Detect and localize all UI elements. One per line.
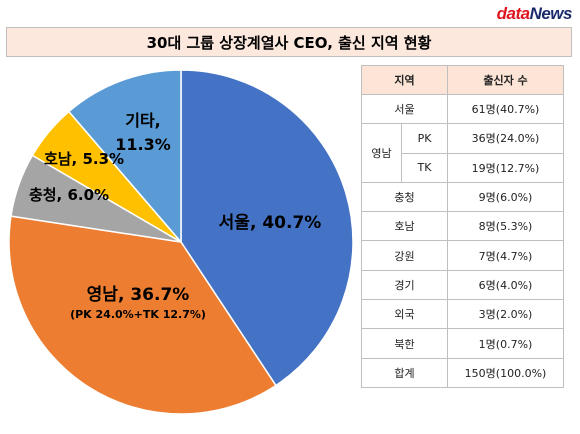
- pie-slice-영남: [8, 215, 277, 415]
- slice-label-영남: 영남, 36.7%: [87, 285, 190, 305]
- table-row: 외국 3명(2.0%): [361, 299, 564, 330]
- slice-label-기타: 기타,: [125, 111, 161, 130]
- chart-title: 30대 그룹 상장계열사 CEO, 출신 지역 현황: [146, 33, 432, 52]
- row-region: 충청: [361, 181, 448, 213]
- row-subregion: TK: [401, 152, 448, 183]
- slice-label-호남: 호남, 5.3%: [44, 150, 124, 168]
- row-value: 3명(2.0%): [447, 299, 564, 330]
- row-value: 8명(5.3%): [447, 211, 564, 242]
- table-row: 강원 7명(4.7%): [361, 240, 564, 271]
- row-subregion: PK: [401, 123, 448, 154]
- row-region: 서울: [361, 93, 448, 125]
- pie-slice-기타: [67, 69, 182, 245]
- row-value: 6명(4.0%): [447, 269, 564, 301]
- slice-label-기타-value: 11.3%: [115, 135, 171, 154]
- brand-suffix: News: [529, 4, 573, 23]
- row-value: 7명(4.7%): [447, 240, 564, 271]
- row-value: 150명(100.0%): [447, 357, 564, 388]
- row-region: 호남: [361, 211, 448, 242]
- table-row: 경기 6명(4.0%): [361, 269, 564, 301]
- row-value: 9명(6.0%): [447, 181, 564, 213]
- row-value: 61명(40.7%): [447, 93, 564, 125]
- row-region: 영남: [361, 123, 402, 183]
- header-count: 출신자 수: [447, 65, 564, 95]
- brand-prefix: data: [496, 4, 530, 23]
- row-region: 북한: [361, 328, 448, 359]
- slice-sublabel-영남: (PK 24.0%+TK 12.7%): [70, 308, 206, 321]
- header-region: 지역: [361, 65, 448, 95]
- row-value: 36명(24.0%): [447, 123, 564, 154]
- row-value: 19명(12.7%): [447, 152, 564, 183]
- slice-label-서울: 서울, 40.7%: [219, 213, 322, 233]
- pie-chart: 서울, 40.7% 영남, 36.7% (PK 24.0%+TK 12.7%) 충청,…: [8, 69, 354, 415]
- row-region: 합계: [361, 357, 448, 388]
- brand-logo: dataNews: [496, 4, 573, 24]
- row-region: 외국: [361, 299, 448, 330]
- slice-label-충청: 충청, 6.0%: [29, 186, 109, 204]
- table-row: 합계 150명(100.0%): [361, 357, 564, 388]
- table-row: 서울 61명(40.7%): [361, 93, 564, 125]
- region-table: 지역 출신자 수 서울 61명(40.7%) 영남 PK 36명(24.0%) …: [361, 65, 564, 388]
- row-value: 1명(0.7%): [447, 328, 564, 359]
- table-row: 충청 9명(6.0%): [361, 181, 564, 213]
- table-row: 호남 8명(5.3%): [361, 211, 564, 242]
- row-region: 경기: [361, 269, 448, 301]
- table-row: 북한 1명(0.7%): [361, 328, 564, 359]
- table-header-row: 지역 출신자 수: [361, 65, 564, 95]
- row-region: 강원: [361, 240, 448, 271]
- table-row: 영남 PK 36명(24.0%): [361, 123, 564, 183]
- chart-title-box: 30대 그룹 상장계열사 CEO, 출신 지역 현황: [6, 27, 572, 57]
